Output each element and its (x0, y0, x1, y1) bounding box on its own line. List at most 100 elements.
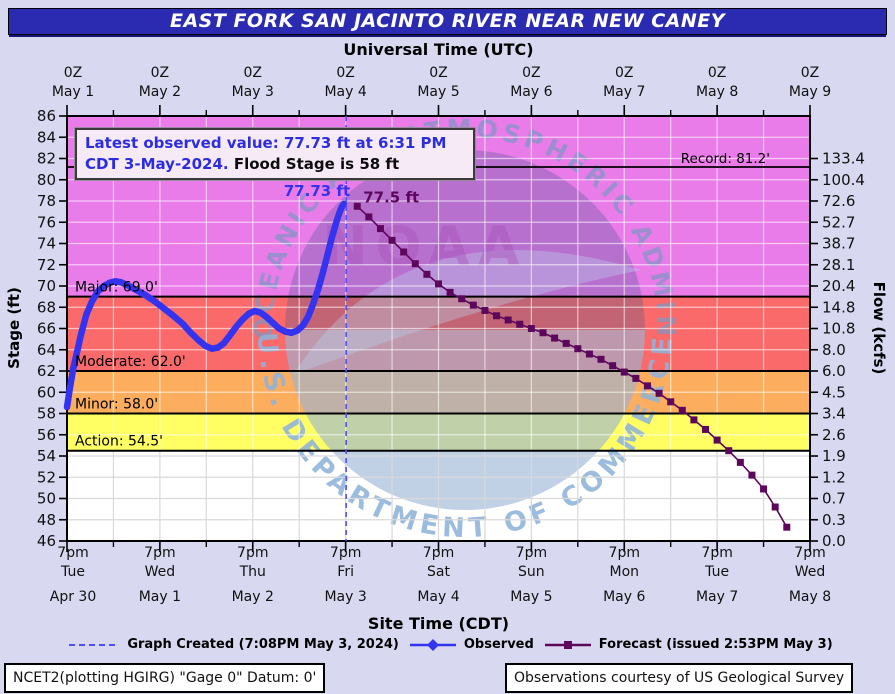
flow-tick-label: 8.0 (822, 341, 846, 359)
site-day-label: Wed (145, 564, 176, 580)
utc-hour-label: 0Z (244, 65, 263, 81)
forecast-point-marker (748, 471, 756, 479)
utc-hour-label: 0Z (151, 65, 170, 81)
forecast-point-marker (446, 288, 454, 296)
site-date-label: May 8 (789, 589, 831, 605)
utc-date-label: May 2 (139, 84, 181, 100)
forecast-point-marker (388, 236, 396, 244)
observed-line-icon (409, 638, 456, 651)
site-day-label: Wed (795, 564, 826, 580)
legend-label-graph-created: Graph Created (7:08PM May 3, 2024) (127, 637, 399, 652)
site-day-label: Tue (60, 564, 85, 580)
forecast-point-marker (562, 339, 570, 347)
flow-tick-label: 6.0 (822, 362, 846, 380)
annotation-line2: CDT 3-May-2024. Flood Stage is 58 ft (85, 154, 465, 175)
site-day-label: Tue (704, 564, 729, 580)
noaa-seagull-shape (293, 250, 641, 375)
noaa-watermark-wordmark: NOAA (322, 215, 527, 278)
legend-item-graph-created: Graph Created (7:08PM May 3, 2024) (67, 637, 399, 652)
forecast-line-icon (544, 640, 591, 649)
forecast-point-marker (690, 416, 698, 424)
major-flood-label: Major: 69.0' (75, 280, 158, 296)
site-hour-label: 7pm (423, 545, 454, 561)
flow-tick-label: 72.6 (822, 192, 855, 210)
observed-peak-label: 77.73 ft (284, 182, 350, 200)
moderate-flood-label: Moderate: 62.0' (75, 354, 186, 370)
flow-tick-label: 0.7 (822, 490, 846, 508)
utc-date-label: May 1 (52, 84, 94, 100)
flow-tick-label: 28.1 (822, 256, 855, 274)
stage-tick-label: 84 (37, 128, 56, 146)
stage-tick-label: 70 (37, 277, 56, 295)
legend-item-forecast: Forecast (issued 2:53PM May 3) (543, 637, 833, 652)
observations-credit-box: Observations courtesy of US Geological S… (505, 663, 854, 693)
flow-tick-label: 10.8 (822, 320, 855, 338)
site-date-label: May 2 (232, 589, 274, 605)
site-day-label: Fri (337, 564, 354, 580)
stage-tick-label: 48 (37, 511, 56, 529)
flow-tick-label: 0.0 (822, 532, 846, 550)
forecast-point-marker (400, 248, 408, 256)
flow-tick-label: 0.3 (822, 511, 846, 529)
site-date-label: May 7 (696, 589, 738, 605)
stage-tick-label: 68 (37, 298, 56, 316)
page-title: EAST FORK SAN JACINTO RIVER NEAR NEW CAN… (8, 8, 887, 35)
site-hour-label: 7pm (57, 545, 88, 561)
stage-tick-label: 74 (37, 235, 56, 253)
site-hour-label: 7pm (237, 545, 268, 561)
stage-tick-label: 46 (37, 532, 56, 550)
utc-date-label: May 9 (789, 84, 831, 100)
utc-date-label: May 5 (417, 84, 459, 100)
forecast-point-marker (725, 447, 733, 455)
site-hour-label: 7pm (609, 545, 640, 561)
forecast-point-marker (771, 503, 779, 511)
forecast-point-marker (365, 213, 373, 221)
site-day-label: Sun (518, 564, 545, 580)
site-day-label: Sat (427, 564, 450, 580)
forecast-point-marker (411, 260, 419, 268)
site-hour-label: 7pm (330, 545, 361, 561)
forecast-point-marker (469, 301, 477, 309)
flow-tick-label: 1.9 (822, 447, 846, 465)
site-day-label: Thu (239, 564, 266, 580)
legend: Graph Created (7:08PM May 3, 2024) Obser… (60, 637, 840, 652)
forecast-point-marker (736, 458, 744, 466)
forecast-point-marker (504, 316, 512, 324)
forecast-point-marker (713, 436, 721, 444)
forecast-point-marker (655, 389, 663, 397)
utc-hour-label: 0Z (708, 65, 727, 81)
stage-tick-label: 60 (37, 383, 56, 401)
latest-observed-annotation: Latest observed value: 77.73 ft at 6:31 … (74, 127, 476, 181)
utc-date-label: May 7 (603, 84, 645, 100)
legend-label-observed: Observed (463, 637, 534, 652)
utc-hour-label: 0Z (336, 65, 355, 81)
flow-tick-label: 38.7 (822, 235, 855, 253)
forecast-point-marker (493, 312, 501, 320)
utc-date-label: May 3 (232, 84, 274, 100)
action-stage-label: Action: 54.5' (75, 434, 163, 450)
forecast-point-marker (783, 523, 791, 531)
utc-hour-label: 0Z (522, 65, 541, 81)
forecast-point-marker (760, 485, 768, 493)
stage-tick-label: 64 (37, 341, 56, 359)
stage-tick-label: 82 (37, 150, 56, 168)
gage-datum-box: NCET2(plotting HGIRG) "Gage 0" Datum: 0' (4, 663, 326, 693)
forecast-point-marker (702, 425, 710, 433)
stage-tick-label: 72 (37, 256, 56, 274)
forecast-point-marker (353, 202, 361, 210)
site-date-label: May 5 (510, 589, 552, 605)
site-date-label: May 3 (324, 589, 366, 605)
flow-tick-label: 133.4 (822, 150, 865, 168)
stage-tick-label: 78 (37, 192, 56, 210)
stage-tick-label: 76 (37, 213, 56, 231)
site-hour-label: 7pm (516, 545, 547, 561)
forecast-point-marker (585, 350, 593, 358)
stage-tick-label: 86 (37, 107, 56, 125)
utc-date-label: May 4 (324, 84, 366, 100)
legend-label-forecast: Forecast (issued 2:53PM May 3) (598, 637, 833, 652)
stage-tick-label: 54 (37, 447, 56, 465)
site-hour-label: 7pm (144, 545, 175, 561)
forecast-point-marker (574, 345, 582, 353)
minor-flood-label: Minor: 58.0' (75, 397, 158, 413)
